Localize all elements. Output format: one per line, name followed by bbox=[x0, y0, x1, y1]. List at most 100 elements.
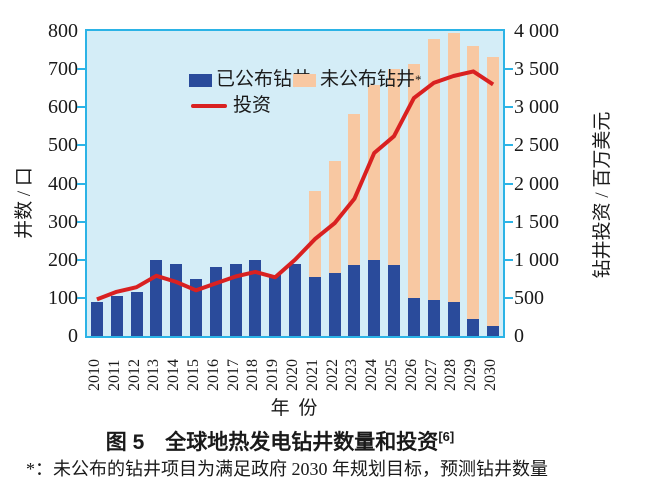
left-tick-mark bbox=[77, 183, 85, 185]
bar-unannounced-2024 bbox=[368, 85, 381, 260]
right-axis-title: 钻井投资 / 百万美元 bbox=[592, 111, 613, 279]
bar-announced-2019 bbox=[269, 275, 282, 336]
bar-announced-2025 bbox=[388, 265, 400, 336]
investment-line-swatch-icon bbox=[191, 104, 227, 108]
bar-announced-2028 bbox=[447, 302, 460, 336]
right-tick-label-3500: 3 500 bbox=[514, 58, 559, 81]
bar-announced-2018 bbox=[249, 260, 262, 336]
bar-unannounced-2025 bbox=[388, 69, 400, 265]
x-tick-label-2014: 2014 bbox=[165, 359, 182, 391]
left-tick-mark bbox=[77, 221, 85, 223]
right-tick-mark bbox=[505, 221, 513, 223]
x-tick-label-2015: 2015 bbox=[185, 359, 202, 391]
bar-announced-2027 bbox=[427, 300, 440, 336]
bar-announced-2029 bbox=[467, 319, 480, 336]
right-tick-mark bbox=[505, 183, 513, 185]
left-tick-mark bbox=[77, 259, 85, 261]
left-tick-mark bbox=[77, 144, 85, 146]
bar-unannounced-2026 bbox=[407, 64, 420, 298]
x-tick-label-2022: 2022 bbox=[324, 359, 341, 391]
x-tick-label-2026: 2026 bbox=[403, 359, 420, 391]
right-tick-label-0: 0 bbox=[514, 325, 524, 347]
x-tick-label-2029: 2029 bbox=[462, 359, 479, 391]
bar-announced-2023 bbox=[348, 265, 361, 336]
figure-title: 图 5 全球地热发电钻井数量和投资[6] bbox=[0, 425, 560, 455]
right-tick-label-4000: 4 000 bbox=[514, 20, 559, 42]
right-tick-mark bbox=[505, 297, 513, 299]
x-tick-label-2024: 2024 bbox=[363, 359, 380, 391]
figure-footnote: *：未公布的钻井项目为满足政府 2030 年规划目标，预测钻井数量 bbox=[26, 459, 548, 479]
left-tick-label-800: 800 bbox=[48, 20, 78, 42]
left-tick-label-400: 400 bbox=[48, 172, 78, 195]
unannounced-swatch-icon bbox=[293, 73, 316, 87]
right-tick-label-2500: 2 500 bbox=[514, 134, 559, 157]
legend-label-investment: 投资 bbox=[233, 95, 272, 116]
figure-title-text: 图 5 全球地热发电钻井数量和投资 bbox=[105, 431, 439, 454]
bar-announced-2026 bbox=[407, 298, 420, 336]
figure-title-reference: [6] bbox=[438, 429, 455, 444]
legend-item-investment: 投资 bbox=[191, 95, 271, 117]
x-tick-label-2028: 2028 bbox=[442, 359, 459, 391]
x-tick-label-2018: 2018 bbox=[244, 359, 261, 391]
x-tick-label-2011: 2011 bbox=[106, 359, 123, 391]
bar-announced-2021 bbox=[308, 277, 321, 336]
right-tick-mark bbox=[505, 106, 513, 108]
left-axis-title: 井数 / 口 bbox=[14, 167, 35, 239]
x-tick-label-2013: 2013 bbox=[145, 359, 162, 391]
x-tick-label-2027: 2027 bbox=[423, 359, 440, 391]
x-tick-label-2030: 2030 bbox=[482, 359, 499, 391]
left-tick-mark bbox=[77, 297, 85, 299]
right-tick-label-1000: 1 000 bbox=[514, 248, 559, 271]
bar-unannounced-2021 bbox=[308, 191, 321, 277]
left-tick-mark bbox=[77, 106, 85, 108]
right-tick-mark bbox=[505, 144, 513, 146]
bar-announced-2011 bbox=[110, 296, 123, 336]
x-tick-label-2021: 2021 bbox=[304, 359, 321, 391]
bar-announced-2030 bbox=[487, 326, 500, 336]
bar-unannounced-2023 bbox=[348, 114, 361, 265]
x-tick-label-2016: 2016 bbox=[205, 359, 222, 391]
bar-unannounced-2029 bbox=[467, 46, 480, 319]
bar-announced-2022 bbox=[328, 273, 341, 336]
bar-unannounced-2022 bbox=[328, 161, 341, 273]
legend-label-unannounced: 未公布钻井 bbox=[320, 69, 416, 90]
x-tick-label-2017: 2017 bbox=[225, 359, 242, 391]
bar-unannounced-2028 bbox=[447, 33, 460, 302]
bar-announced-2010 bbox=[90, 302, 103, 336]
legend-item-unannounced: 未公布钻井 * bbox=[293, 69, 422, 91]
bar-announced-2020 bbox=[289, 264, 301, 336]
bar-announced-2015 bbox=[190, 279, 202, 336]
left-tick-mark bbox=[77, 68, 85, 70]
plot-layers: 已公布钻井 未公布钻井 * 投资 bbox=[87, 31, 503, 336]
left-tick-label-600: 600 bbox=[48, 96, 78, 119]
x-axis-title: 年 份 bbox=[270, 398, 320, 419]
x-tick-label-2025: 2025 bbox=[383, 359, 400, 391]
right-tick-label-500: 500 bbox=[514, 286, 544, 309]
left-tick-label-500: 500 bbox=[48, 134, 78, 157]
right-tick-label-3000: 3 000 bbox=[514, 96, 559, 119]
legend-item-announced: 已公布钻井 bbox=[189, 69, 311, 91]
bar-announced-2012 bbox=[130, 292, 143, 336]
right-tick-label-1500: 1 500 bbox=[514, 210, 559, 233]
x-tick-label-2020: 2020 bbox=[284, 359, 301, 391]
left-tick-label-700: 700 bbox=[48, 58, 78, 81]
bar-announced-2024 bbox=[368, 260, 381, 336]
legend-star: * bbox=[415, 72, 422, 87]
left-tick-label-200: 200 bbox=[48, 248, 78, 271]
legend-label-announced: 已公布钻井 bbox=[216, 69, 312, 90]
bar-announced-2017 bbox=[229, 264, 242, 336]
right-tick-label-2000: 2 000 bbox=[514, 172, 559, 195]
x-tick-label-2010: 2010 bbox=[86, 359, 103, 391]
x-tick-label-2019: 2019 bbox=[264, 359, 281, 391]
bar-unannounced-2030 bbox=[487, 57, 500, 326]
x-tick-label-2023: 2023 bbox=[343, 359, 360, 391]
left-tick-label-0: 0 bbox=[68, 325, 78, 347]
right-tick-mark bbox=[505, 68, 513, 70]
plot-area: 已公布钻井 未公布钻井 * 投资 bbox=[85, 29, 505, 338]
x-tick-label-2012: 2012 bbox=[126, 359, 143, 391]
left-tick-label-100: 100 bbox=[48, 286, 78, 309]
left-tick-label-300: 300 bbox=[48, 210, 78, 233]
right-tick-mark bbox=[505, 259, 513, 261]
bar-unannounced-2027 bbox=[427, 39, 440, 300]
